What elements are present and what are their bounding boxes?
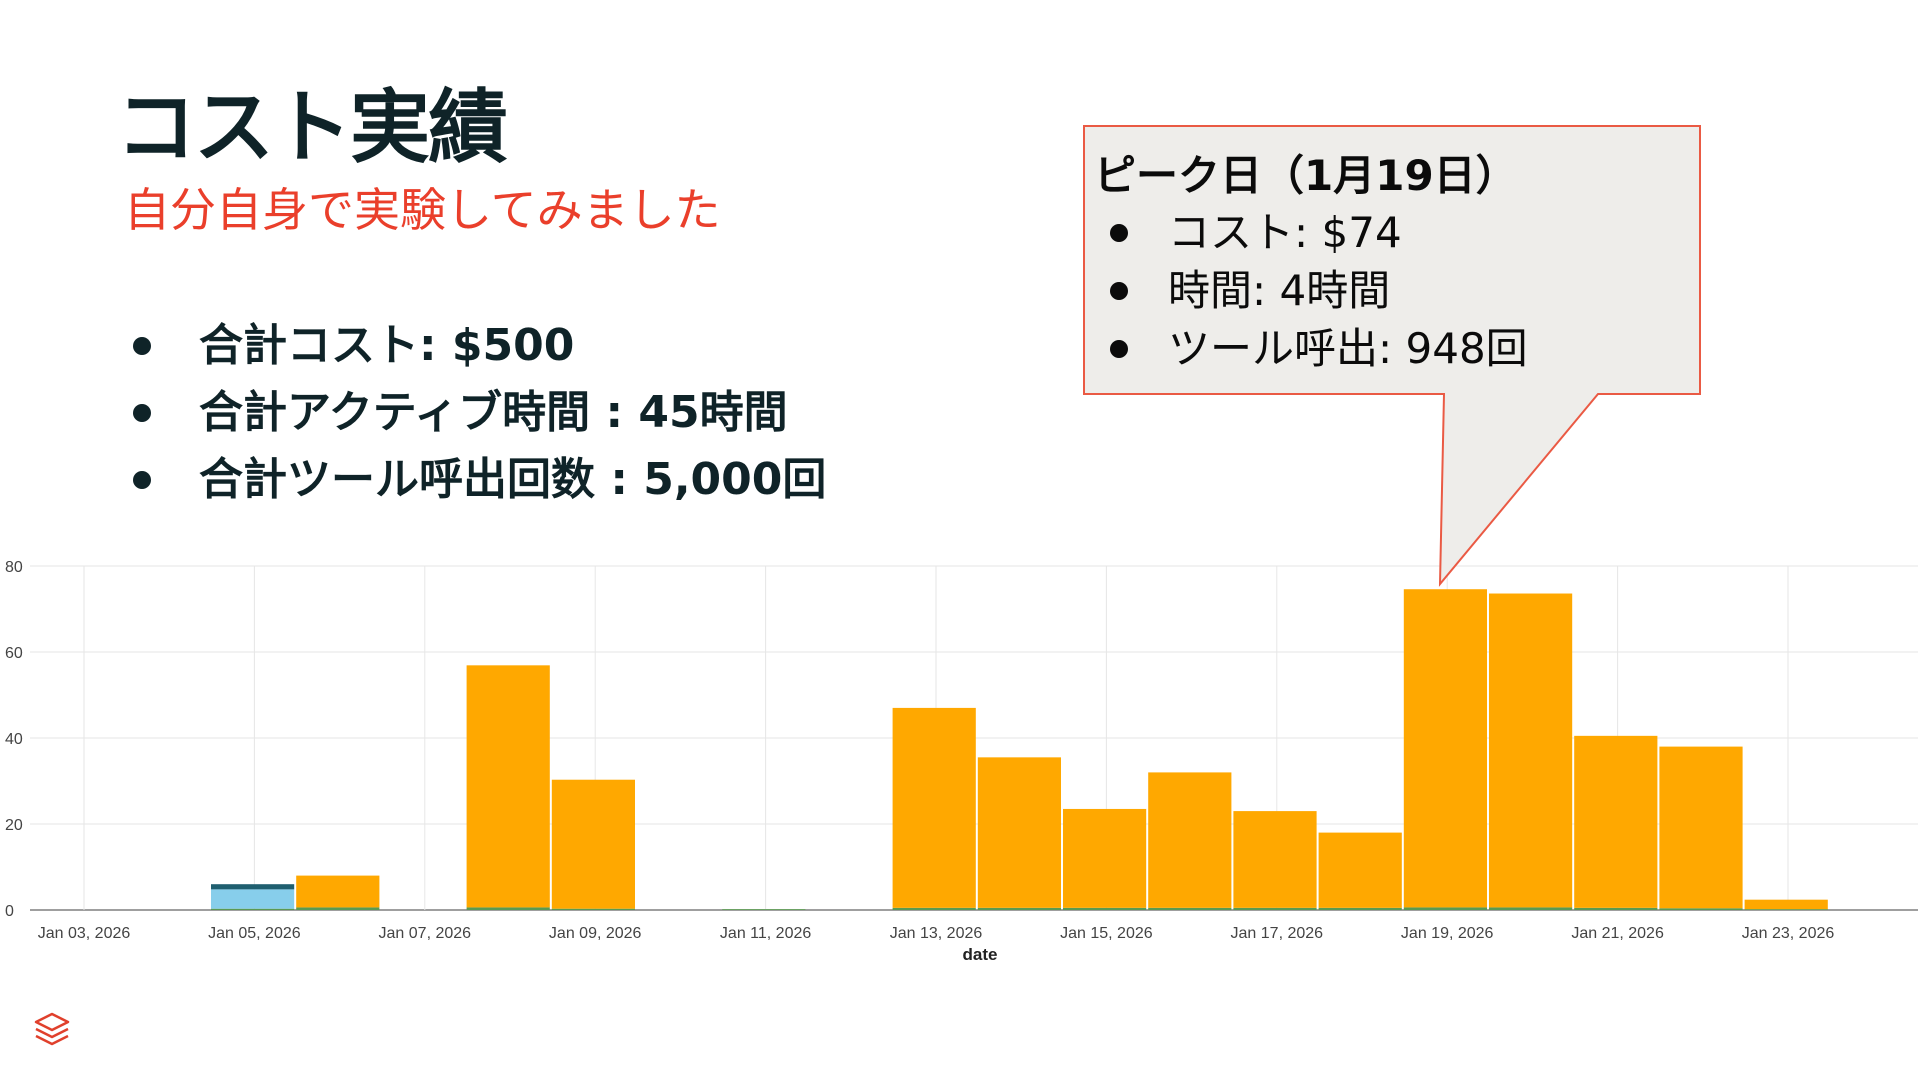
x-tick-label: Jan 09, 2026 <box>549 925 642 942</box>
x-axis-title: date <box>963 945 998 964</box>
callout-item-text: コスト: $74 <box>1168 208 1402 257</box>
bullet-dot-icon <box>133 336 151 355</box>
bar-segment <box>1489 593 1573 908</box>
bullet-dot-icon <box>1110 282 1128 300</box>
callout-title: ピーク日（1月19日） <box>1094 151 1518 200</box>
bar-segment <box>211 908 295 910</box>
bar-segment <box>296 875 380 908</box>
summary-bullet-total-cost: 合計コスト: $500 <box>128 312 826 379</box>
x-tick-label: Jan 13, 2026 <box>890 925 983 942</box>
bar-segment <box>1318 832 1402 908</box>
bullet-dot-icon <box>133 403 151 422</box>
x-tick-label: Jan 23, 2026 <box>1742 925 1835 942</box>
bar-segment <box>892 907 976 910</box>
bar-segment <box>1063 808 1147 908</box>
summary-bullet-text: 合計ツール呼出回数 : 5,000回 <box>199 454 827 505</box>
bar-segment <box>1744 909 1828 910</box>
bar-segment <box>892 707 976 908</box>
bar-segment <box>211 884 295 890</box>
bar-segment <box>1659 908 1743 910</box>
bar-segment <box>466 665 550 908</box>
summary-bullet-total-active-time: 合計アクティブ時間 : 45時間 <box>128 379 826 446</box>
bar-segment <box>977 757 1061 908</box>
bar-segment <box>1403 907 1487 910</box>
y-tick-label: 80 <box>5 559 23 576</box>
x-tick-label: Jan 05, 2026 <box>208 925 301 942</box>
bar-segment <box>722 909 806 910</box>
bar-segment <box>466 907 550 910</box>
bar-segment <box>1233 811 1317 908</box>
x-tick-label: Jan 15, 2026 <box>1060 925 1153 942</box>
summary-bullet-text: 合計コスト: $500 <box>199 320 575 371</box>
callout-bubble <box>1083 125 1701 587</box>
bar-segment <box>977 907 1061 910</box>
bar-segment <box>1233 907 1317 910</box>
callout-item-text: 時間: 4時間 <box>1168 266 1391 315</box>
bar-segment <box>1148 907 1232 910</box>
x-tick-label: Jan 03, 2026 <box>38 925 131 942</box>
bar-segment <box>296 907 380 910</box>
summary-bullet-list: 合計コスト: $500 合計アクティブ時間 : 45時間 合計ツール呼出回数 :… <box>128 312 826 513</box>
page-title: コスト実績 <box>116 81 508 174</box>
peak-day-callout-shape <box>1083 125 1701 587</box>
x-tick-label: Jan 07, 2026 <box>379 925 472 942</box>
bar-segment <box>1318 907 1402 910</box>
brand-logo-icon <box>34 1012 70 1046</box>
bar-segment <box>1489 907 1573 910</box>
bullet-dot-icon <box>133 470 151 489</box>
bar-segment <box>1063 907 1147 910</box>
y-tick-label: 60 <box>5 645 23 662</box>
bar-segment <box>211 889 295 909</box>
callout-item-time: 時間: 4時間 <box>1094 262 1694 320</box>
page-subtitle: 自分自身で実験してみました <box>124 183 721 237</box>
callout-list: コスト: $74 時間: 4時間 ツール呼出: 948回 <box>1094 204 1694 378</box>
y-tick-label: 40 <box>5 731 23 748</box>
x-tick-label: Jan 11, 2026 <box>720 925 811 942</box>
daily-cost-bar-chart: 0 20 40 60 80 Jan 03, 2026 Jan 05, 2026 Jan 07,… <box>5 559 1918 964</box>
callout-item-text: ツール呼出: 948回 <box>1168 324 1528 373</box>
x-tick-label: Jan 21, 2026 <box>1571 925 1664 942</box>
x-tick-label: Jan 17, 2026 <box>1231 925 1324 942</box>
bar-segment <box>1659 746 1743 909</box>
bar-segment <box>1403 589 1487 908</box>
y-tick-label: 0 <box>5 903 14 920</box>
x-tick-label: Jan 19, 2026 <box>1401 925 1494 942</box>
summary-bullet-text: 合計アクティブ時間 : 45時間 <box>199 387 788 438</box>
bar-segment <box>1574 907 1658 910</box>
callout-item-tool-calls: ツール呼出: 948回 <box>1094 320 1694 378</box>
bar-segment <box>1744 899 1828 910</box>
y-tick-label: 20 <box>5 817 23 834</box>
bar-segment <box>551 908 635 910</box>
summary-bullet-total-tool-calls: 合計ツール呼出回数 : 5,000回 <box>128 446 826 513</box>
callout-item-cost: コスト: $74 <box>1094 204 1694 262</box>
bullet-dot-icon <box>1110 224 1128 242</box>
peak-day-callout: ピーク日（1月19日） コスト: $74 時間: 4時間 ツール呼出: 948回 <box>1094 148 1694 378</box>
bar-segment <box>1148 772 1232 908</box>
bar-segment <box>551 779 635 909</box>
bar-segment <box>1574 735 1658 908</box>
bullet-dot-icon <box>1110 340 1128 358</box>
